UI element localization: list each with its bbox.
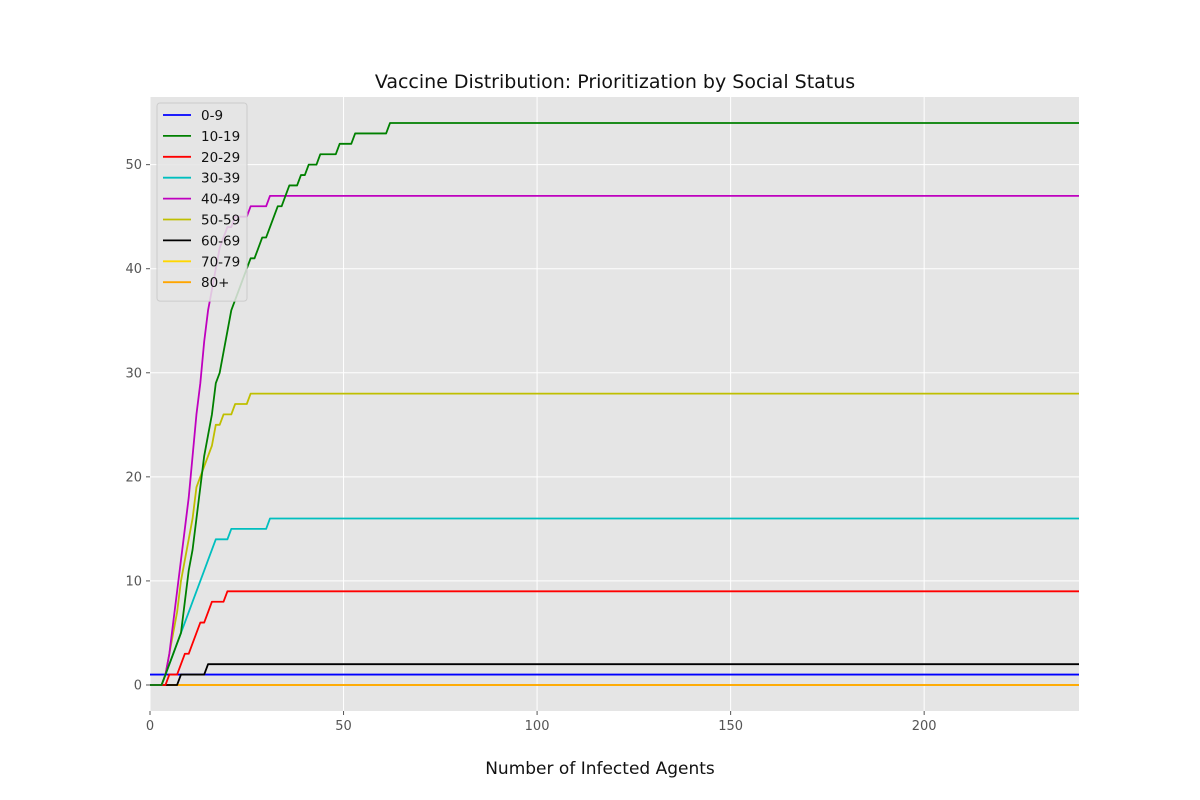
x-axis-ticks: 0 50 100 150 200 <box>146 711 937 734</box>
legend-box <box>156 102 248 302</box>
series-line-50-59 <box>150 392 1079 686</box>
y-tick-label: 0 <box>134 678 142 693</box>
legend-label: 50-59 <box>201 213 240 229</box>
y-tick-label: 10 <box>125 574 142 589</box>
legend-label: 30-39 <box>201 171 240 187</box>
series-line-10-19 <box>150 122 1079 686</box>
series-line-20-29 <box>150 590 1079 686</box>
legend: 0-9 10-19 20-29 30-39 40-49 50-59 60-69 70-79 80… <box>156 102 248 302</box>
y-tick-label: 20 <box>125 470 142 485</box>
plot-area <box>150 97 1079 711</box>
x-tick-label: 50 <box>335 719 352 734</box>
legend-label: 70-79 <box>201 254 240 270</box>
grid <box>149 97 1079 711</box>
legend-label: 60-69 <box>201 233 240 249</box>
legend-label: 40-49 <box>201 192 240 208</box>
x-axis-label: Number of Infected Agents <box>485 759 715 779</box>
chart-title: Vaccine Distribution: Prioritization by … <box>375 71 855 93</box>
y-tick-label: 40 <box>125 262 142 277</box>
y-tick-label: 50 <box>125 158 142 173</box>
legend-label: 0-9 <box>201 108 223 124</box>
x-tick-label: 100 <box>525 719 550 734</box>
x-tick-label: 0 <box>146 719 154 734</box>
y-axis-ticks: 0 10 20 30 40 50 <box>125 158 150 693</box>
y-tick-label: 30 <box>125 366 142 381</box>
x-tick-label: 200 <box>912 719 937 734</box>
series-line-60-69 <box>150 663 1079 686</box>
legend-label: 80+ <box>201 275 230 291</box>
legend-label: 20-29 <box>201 150 240 166</box>
x-tick-label: 150 <box>718 719 743 734</box>
legend-label: 10-19 <box>201 129 240 145</box>
